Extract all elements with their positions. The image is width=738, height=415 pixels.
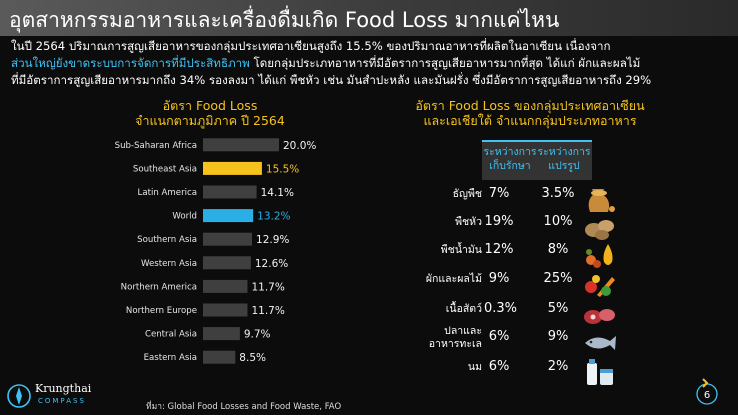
category-label-southeast-asia: Southeast Asia (133, 164, 197, 174)
page-indicator: 6 (694, 376, 724, 406)
column-header-storage: ระหว่างการ เก็บรักษา (482, 140, 538, 180)
value-label-northern-europe: 11.7% (251, 305, 284, 317)
table-row-meat: เนื้อสัตว์ 0.3% 5% (380, 301, 640, 333)
milk-icon (587, 359, 613, 385)
row-category: เนื้อสัตว์ (445, 303, 482, 315)
intro-highlight: ส่วนใหญ่ยังขาดระบบการจัดการที่มีประสิทธิ… (11, 56, 250, 70)
bar-eastern-asia (203, 350, 236, 364)
category-label-world: World (172, 212, 197, 222)
table-row-seafood: ปลาและ อาหารทะเล 6% 9% (380, 325, 640, 361)
row-storage-value: 0.3% (484, 301, 518, 316)
category-label-sub-saharan-africa: Sub-Saharan Africa (115, 141, 197, 151)
category-label-eastern-asia: Eastern Asia (144, 353, 197, 363)
page-circle-icon (696, 378, 718, 405)
vegetables-icon (585, 275, 615, 297)
intro-line-3: ที่มีอัตราการสูญเสียอาหารมากถึง 34% รองล… (11, 73, 652, 87)
left-chart-title-line-1: อัตรา Food Loss (162, 98, 258, 113)
row-processing-value: 25% (543, 271, 573, 286)
column-header-storage-line-2: เก็บรักษา (489, 160, 531, 172)
category-label-southern-asia: Southern Asia (137, 235, 197, 245)
bar-southeast-asia (203, 161, 262, 175)
logo-name: Krungthai (35, 382, 92, 395)
bar-southern-asia (203, 232, 253, 246)
compass-logo-icon (7, 384, 31, 408)
intro-line-2-rest: โดยกลุ่มประเภทอาหารที่มีอัตราการสูญเสียอ… (249, 56, 641, 70)
table-row-oil-crops: พืชน้ำมัน 12% 8% (380, 242, 640, 274)
row-storage-value: 12% (484, 242, 514, 257)
bar-world (203, 209, 254, 223)
row-processing-value: 2% (547, 359, 569, 374)
seafood-icon (585, 336, 616, 350)
row-processing-value: 5% (547, 301, 569, 316)
row-category: ปลาและ อาหารทะเล (380, 325, 482, 351)
intro-line-2: ส่วนใหญ่ยังขาดระบบการจัดการที่มีประสิทธิ… (11, 55, 733, 72)
row-category-line-1: ปลาและ (444, 325, 482, 337)
table-row-milk: นม 6% 2% (380, 359, 640, 391)
potato-icon (585, 220, 614, 240)
value-label-world: 13.2% (257, 211, 290, 223)
row-processing-value: 8% (547, 242, 569, 257)
bar-northern-europe (203, 303, 248, 317)
row-storage-value: 7% (488, 186, 510, 201)
bar-northern-america (203, 279, 248, 293)
meat-icon (584, 309, 615, 324)
page-title: อุตสาหกรรมอาหารและเครื่องดื่มเกิด Food L… (9, 8, 560, 32)
category-label-northern-europe: Northern Europe (126, 306, 197, 316)
page-number: 6 (703, 390, 711, 401)
right-table-title-line-2: และเอเชียใต้ จำแนกกลุ่มประเภทอาหาร (423, 113, 637, 128)
category-label-latin-america: Latin America (138, 188, 197, 198)
category-label-central-asia: Central Asia (145, 330, 197, 340)
column-header-processing: ระหว่างการ แปรรูป (536, 140, 592, 180)
header-bar: อุตสาหกรรมอาหารและเครื่องดื่มเกิด Food L… (0, 0, 738, 36)
value-label-latin-america: 14.1% (261, 187, 294, 199)
row-processing-value: 3.5% (541, 186, 575, 201)
value-label-northern-america: 11.7% (251, 281, 284, 293)
right-table-title-line-1: อัตรา Food Loss ของกลุ่มประเทศอาเซียน (415, 98, 645, 113)
row-storage-value: 19% (484, 214, 514, 229)
value-label-central-asia: 9.7% (244, 329, 271, 341)
row-category: นม (467, 361, 482, 373)
oil-seeds-icon (586, 244, 613, 268)
row-category: ผักและผลไม้ (425, 273, 482, 285)
row-category-line-2: อาหารทะเล (428, 338, 482, 350)
row-processing-value: 10% (543, 214, 573, 229)
bar-western-asia (203, 256, 251, 270)
row-category: พืชน้ำมัน (440, 244, 482, 256)
row-storage-value: 6% (488, 359, 510, 374)
value-label-southeast-asia: 15.5% (266, 163, 299, 175)
row-processing-value: 9% (547, 329, 569, 344)
table-row-grains: ธัญพืช 7% 3.5% (380, 186, 640, 218)
row-category: ธัญพืช (452, 188, 482, 200)
bar-latin-america (203, 185, 257, 199)
value-label-sub-saharan-africa: 20.0% (283, 140, 316, 152)
logo-subtitle: COMPASS (38, 397, 86, 405)
value-label-western-asia: 12.6% (255, 258, 288, 270)
right-table-title: อัตรา Food Loss ของกลุ่มประเทศอาเซียน แล… (385, 98, 675, 128)
column-header-processing-line-1: ระหว่างการ (537, 146, 591, 158)
column-header-processing-line-2: แปรรูป (548, 160, 580, 172)
bar-sub-saharan-africa (203, 138, 279, 152)
bar-central-asia (203, 327, 240, 341)
value-label-eastern-asia: 8.5% (239, 352, 266, 364)
intro-paragraph: ในปี 2564 ปริมาณการสูญเสียอาหารของกลุ่มป… (11, 38, 733, 89)
intro-line-1: ในปี 2564 ปริมาณการสูญเสียอาหารของกลุ่มป… (11, 39, 611, 53)
krungthai-compass-logo: Krungthai COMPASS (6, 380, 116, 412)
region-bar-chart: Sub-Saharan Africa 20.0% Southeast Asia 15.… (115, 138, 316, 364)
row-category: พืชหัว (455, 216, 482, 228)
column-header-storage-line-1: ระหว่างการ (483, 146, 537, 158)
value-label-southern-asia: 12.9% (256, 234, 289, 246)
row-storage-value: 6% (488, 329, 510, 344)
category-label-northern-america: Northern America (121, 282, 197, 292)
table-row-fruits-vegetables: ผักและผลไม้ 9% 25% (380, 271, 640, 303)
left-chart-title-line-2: จำแนกตามภูมิภาค ปี 2564 (135, 113, 285, 128)
left-chart-title: อัตรา Food Loss จำแนกตามภูมิภาค ปี 2564 (110, 98, 310, 128)
row-storage-value: 9% (488, 271, 510, 286)
grain-sack-icon (588, 189, 615, 212)
table-row-roots: พืชหัว 19% 10% (380, 214, 640, 246)
source-note: ที่มา: Global Food Losses and Food Waste… (146, 402, 342, 412)
category-label-western-asia: Western Asia (141, 259, 197, 269)
